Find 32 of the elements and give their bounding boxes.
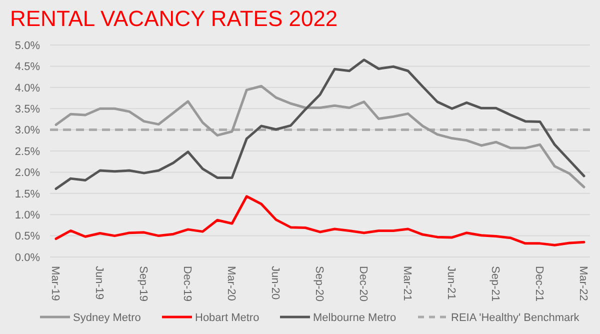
x-tick-label: Jun-19 [93, 266, 105, 300]
x-tick-label: Jun-20 [269, 266, 281, 300]
x-tick-label: Jun-21 [445, 266, 457, 300]
y-tick-label: 2.0% [14, 167, 40, 180]
x-tick-label: Mar-20 [225, 266, 237, 301]
legend-label: REIA 'Healthy' Benchmark [451, 312, 580, 324]
y-tick-label: 2.5% [14, 146, 40, 158]
line-series [54, 58, 586, 190]
x-tick-label: Sep-19 [137, 266, 149, 302]
y-tick-label: 5.0% [14, 40, 40, 52]
y-tick-label: 0.0% [14, 252, 40, 264]
y-tick-label: 4.5% [14, 61, 40, 74]
x-tick-label: Sep-21 [489, 266, 501, 302]
y-tick-label: 1.0% [14, 209, 40, 222]
line-series [54, 195, 586, 246]
y-tick-label: 3.0% [14, 124, 40, 137]
x-tick-label: Dec-19 [181, 266, 193, 302]
legend-label: Hobart Metro [195, 312, 260, 324]
x-tick-label: Dec-20 [357, 266, 369, 302]
y-tick-label: 0.5% [14, 230, 40, 243]
legend-label: Melbourne Metro [313, 312, 396, 324]
chart-title: RENTAL VACANCY RATES 2022 [10, 6, 338, 31]
y-tick-label: 4.0% [14, 82, 40, 94]
x-tick-label: Mar-22 [577, 266, 589, 301]
x-tick-label: Mar-21 [401, 266, 413, 301]
x-tick-label: Dec-21 [533, 266, 545, 302]
y-tick-label: 3.5% [14, 103, 40, 116]
legend-label: Sydney Metro [73, 312, 141, 324]
line-series [54, 84, 586, 188]
x-tick-label: Sep-20 [313, 266, 325, 302]
x-tick-label: Mar-19 [49, 266, 61, 301]
y-tick-label: 1.5% [14, 188, 40, 200]
